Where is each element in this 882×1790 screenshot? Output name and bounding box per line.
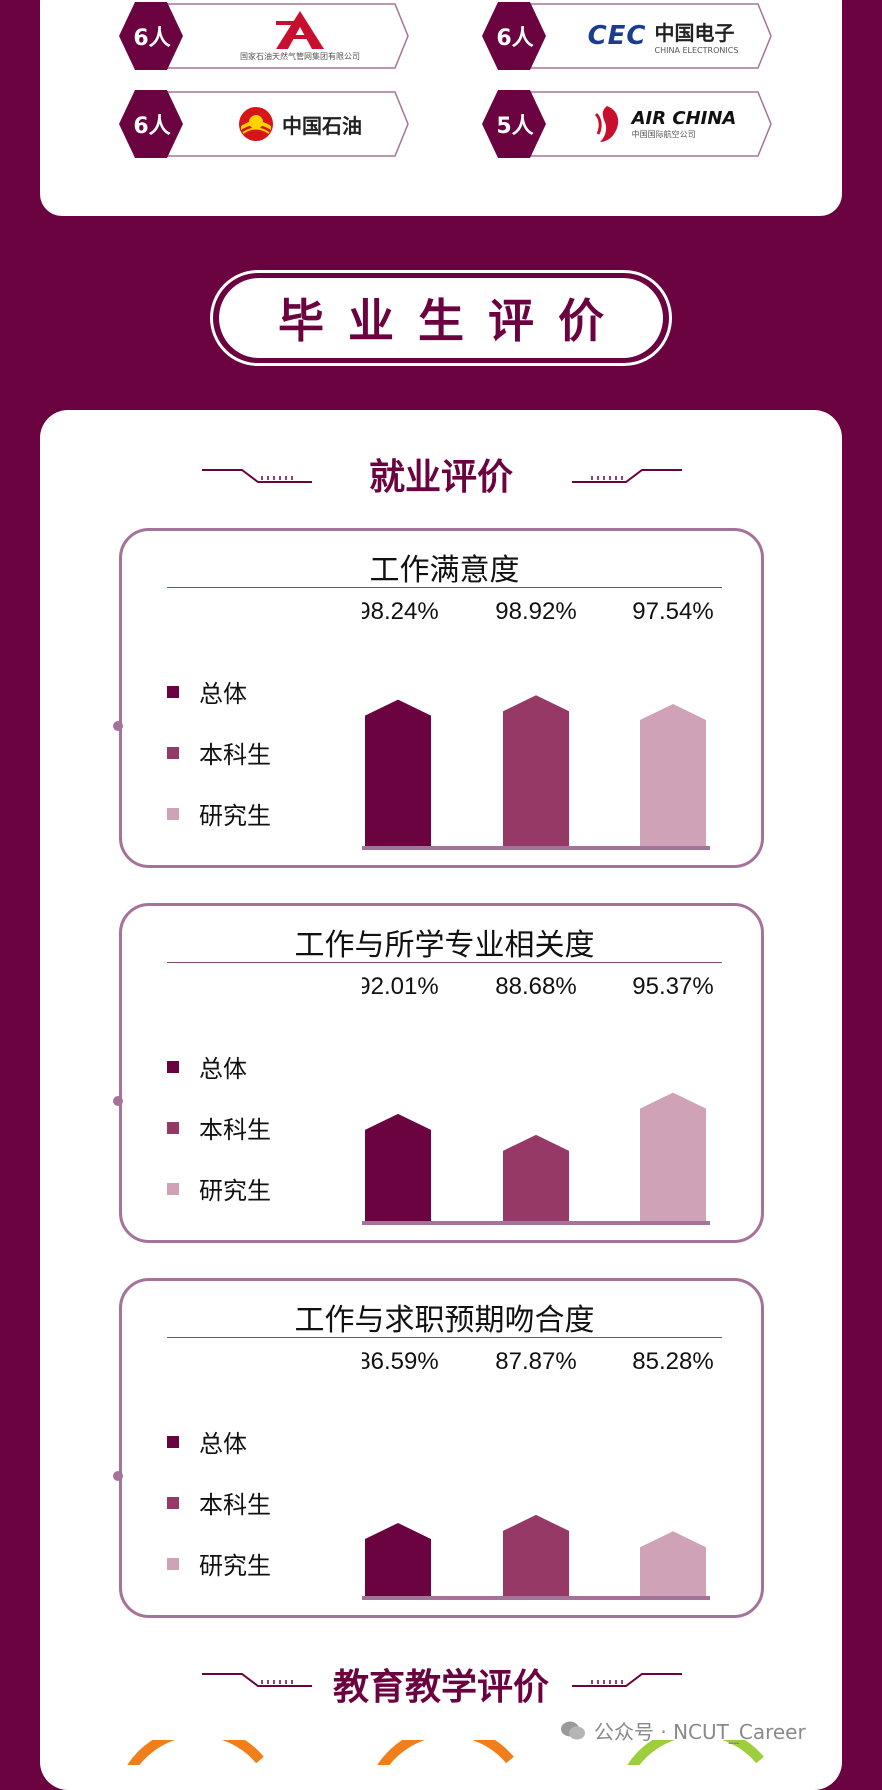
cec-logo-icon: CEC: [587, 21, 647, 51]
chart-legend: 总体 本科生 研究生: [167, 661, 271, 844]
section-title-pill: 毕业生评价: [210, 270, 672, 366]
legend-item-graduate: 研究生: [167, 1158, 271, 1219]
legend-item-undergrad: 本科生: [167, 1472, 271, 1533]
bar-chart: 98.24% 98.92% 97.54%: [362, 601, 714, 850]
legend-item-overall: 总体: [167, 1411, 271, 1472]
data-label: 85.28%: [632, 1351, 713, 1375]
data-label: 98.24%: [362, 601, 439, 625]
legend-item-undergrad: 本科生: [167, 722, 271, 783]
employer-logo: 国家石油天然气管网集团有限公司: [205, 8, 395, 64]
employer-badge: 6人 国家石油天然气管网集团有限公司: [105, 2, 410, 70]
employment-eval-title: 就业评价: [368, 457, 513, 498]
section-title: 毕业生评价: [219, 278, 663, 358]
legend-item-graduate: 研究生: [167, 783, 271, 844]
left-deco-line: [202, 1673, 312, 1687]
employer-logo: CEC 中国电子 CHINA ELECTRONICS: [587, 21, 739, 55]
employer-badge: 6人 CEC 中国电子 CHINA ELECTRONICS: [468, 2, 773, 70]
legend-item-undergrad: 本科生: [167, 1097, 271, 1158]
chart-title: 工作满意度: [167, 545, 722, 588]
petrochina-logo-icon: [239, 107, 273, 141]
chart-legend: 总体 本科生 研究生: [167, 1036, 271, 1219]
right-deco-line: [572, 469, 682, 483]
bar-本科生: [503, 695, 569, 846]
employer-count: 5人: [496, 114, 534, 139]
watermark: 公众号 · NCUT_Career: [560, 1716, 806, 1745]
bar-总体: [365, 1522, 431, 1596]
chart-panel: 工作与求职预期吻合度 总体 本科生 研究生 86.59% 87.87% 85.28%: [113, 1278, 764, 1618]
bar-本科生: [503, 1134, 569, 1221]
data-label: 98.92%: [495, 601, 576, 625]
bar-总体: [365, 699, 431, 846]
bar-本科生: [503, 1514, 569, 1596]
right-deco-line: [572, 1673, 682, 1687]
employer-logo: AIR CHINA 中国国际航空公司: [568, 96, 758, 152]
legend-item-graduate: 研究生: [167, 1533, 271, 1594]
bar-chart: 86.59% 87.87% 85.28%: [362, 1351, 714, 1600]
bar-研究生: [640, 1092, 706, 1221]
gauge-arcs-partial: [127, 1740, 764, 1765]
data-label: 86.59%: [362, 1351, 439, 1375]
employer-badge: 5人 AIR CHINA 中国国际航空公司: [468, 90, 773, 158]
employer-count: 6人: [496, 26, 534, 51]
chart-title: 工作与所学专业相关度: [167, 920, 722, 963]
data-label: 87.87%: [495, 1351, 576, 1375]
employer-count: 6人: [133, 114, 171, 139]
legend-item-overall: 总体: [167, 1036, 271, 1097]
data-label: 95.37%: [632, 976, 713, 1000]
data-label: 88.68%: [495, 976, 576, 1000]
data-label: 92.01%: [362, 976, 439, 1000]
panel-dot: [113, 1471, 123, 1481]
bar-chart: 92.01% 88.68% 95.37%: [362, 976, 714, 1225]
chart-legend: 总体 本科生 研究生: [167, 1411, 271, 1594]
employer-logo: 中国石油: [205, 96, 395, 152]
bar-研究生: [640, 703, 706, 846]
air-china-logo-icon: [594, 106, 618, 142]
bar-研究生: [640, 1531, 706, 1596]
bar-总体: [365, 1113, 431, 1221]
employer-badge: 6人 中国石油: [105, 90, 410, 158]
triangle-a-logo-icon: [276, 10, 324, 49]
wechat-icon: [561, 1721, 585, 1739]
chart-panel: 工作与所学专业相关度 总体 本科生 研究生 92.01% 88.68% 95.37%: [113, 903, 764, 1243]
panel-dot: [113, 721, 123, 731]
panel-dot: [113, 1096, 123, 1106]
employer-card: 6人 国家石油天然气管网集团有限公司 6人 CEC 中国电子 CHINA ELE…: [40, 0, 842, 216]
chart-panel: 工作满意度 总体 本科生 研究生 98.24% 98.92% 97.54%: [113, 528, 764, 868]
teaching-eval-title: 教育教学评价: [332, 1667, 549, 1708]
data-label: 97.54%: [632, 601, 713, 625]
employer-count: 6人: [133, 26, 171, 51]
chart-title: 工作与求职预期吻合度: [167, 1295, 722, 1338]
left-deco-line: [202, 469, 312, 483]
legend-item-overall: 总体: [167, 661, 271, 722]
